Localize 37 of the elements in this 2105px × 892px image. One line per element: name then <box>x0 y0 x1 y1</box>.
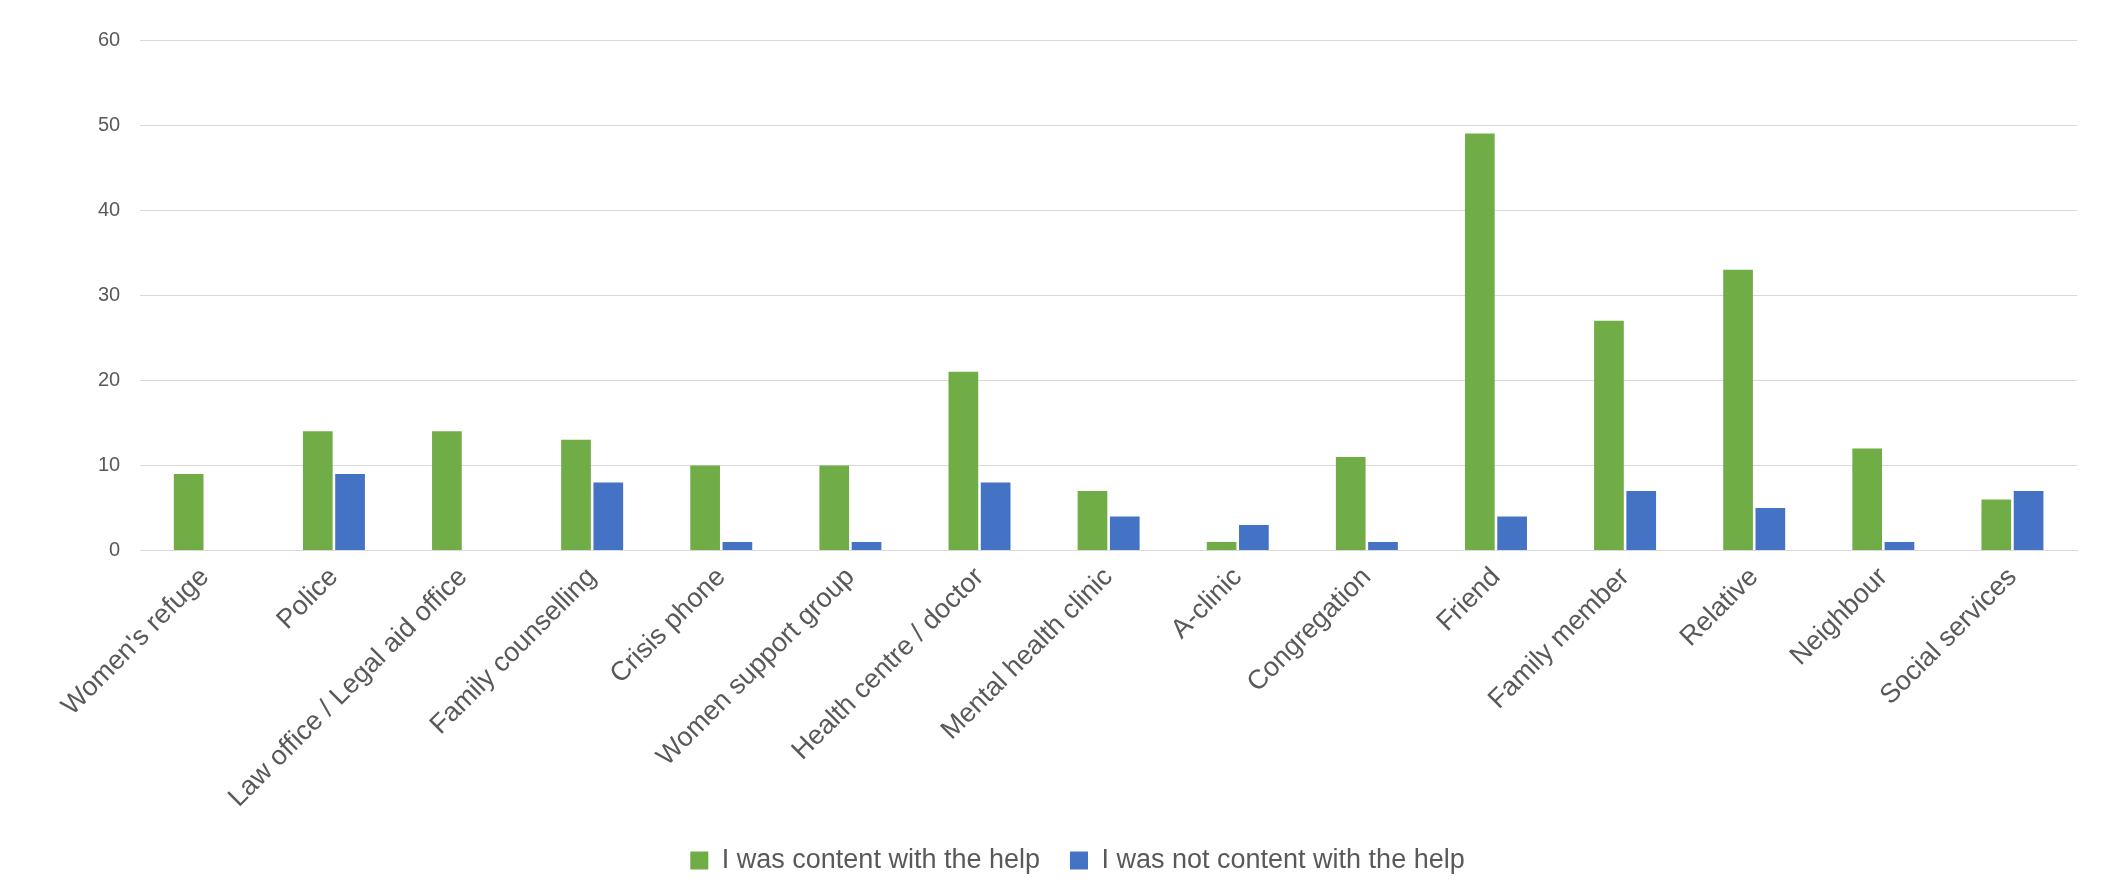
bar <box>1077 490 1108 550</box>
y-tick-label: 10 <box>98 452 121 475</box>
bar <box>1594 320 1624 550</box>
bar <box>173 473 204 550</box>
legend-label: I was content with the help <box>721 843 1040 874</box>
y-tick-label: 50 <box>98 112 121 135</box>
bar <box>1755 507 1786 550</box>
y-tick-label: 60 <box>98 27 121 50</box>
bar <box>948 371 979 550</box>
bar <box>561 439 591 550</box>
bar <box>1239 524 1269 550</box>
bar <box>1981 499 2012 550</box>
bar <box>851 541 882 550</box>
y-tick-label: 20 <box>98 367 121 390</box>
y-tick-label: 40 <box>98 197 121 220</box>
bar <box>1852 448 1883 550</box>
bar <box>1497 516 1527 550</box>
bar <box>1464 133 1495 550</box>
bar <box>1335 456 1366 550</box>
bar <box>2013 490 2044 550</box>
legend-label: I was not content with the help <box>1101 843 1465 874</box>
bar <box>980 482 1011 550</box>
bar <box>593 482 624 550</box>
y-tick-label: 0 <box>109 537 121 560</box>
bar <box>819 465 850 550</box>
bar <box>335 473 365 550</box>
y-tick-label: 30 <box>98 282 121 305</box>
bar <box>1368 541 1398 550</box>
bar <box>1723 269 1753 550</box>
bar <box>1206 541 1237 550</box>
bar <box>432 431 462 550</box>
bar <box>690 465 720 550</box>
bar <box>1109 516 1140 550</box>
bar <box>1884 541 1915 550</box>
bar <box>722 541 753 550</box>
bar <box>1626 490 1657 550</box>
bar <box>302 431 333 550</box>
